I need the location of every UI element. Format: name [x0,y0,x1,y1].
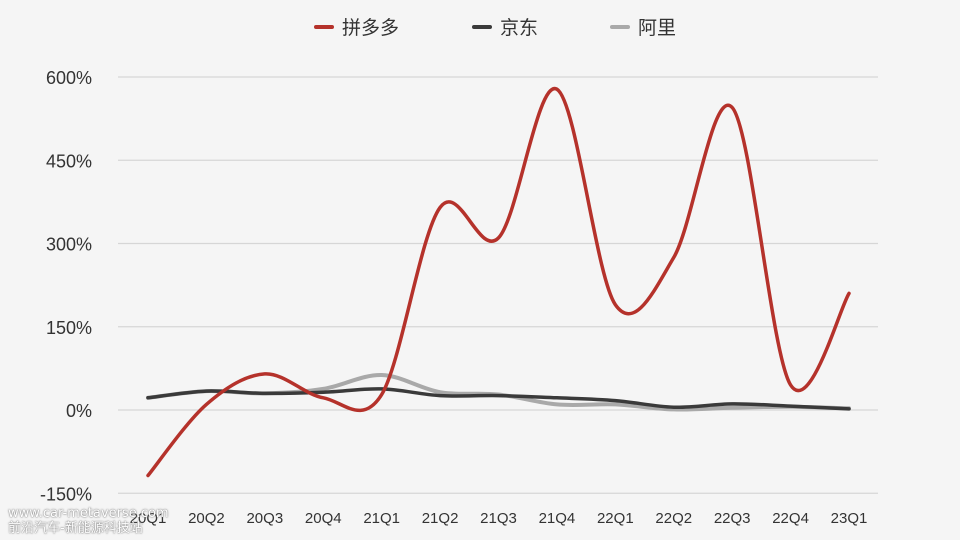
series-lines [146,87,851,478]
watermark: www.car-metaverse.com 前沿汽车-新能源科技站 [8,506,169,536]
y-tick-label: -150% [40,484,92,504]
x-tick-label: 21Q1 [363,510,400,527]
legend-label: 阿里 [638,17,676,39]
grid-lines [118,76,878,494]
x-tick-label: 23Q1 [831,510,868,527]
x-tick-label: 20Q4 [305,510,342,527]
x-tick-label: 21Q4 [539,510,576,527]
x-tick-label: 21Q3 [480,510,517,527]
y-tick-label: 450% [46,151,92,171]
series-line-pdd [146,87,851,478]
x-tick-label: 20Q2 [188,510,225,527]
legend-item-jd: 京东 [472,17,538,39]
legend-item-pdd: 拼多多 [314,17,399,39]
legend-label: 京东 [500,17,538,39]
x-tick-label: 22Q3 [714,510,751,527]
x-axis-tick-labels: 20Q1 20Q2 20Q3 20Q4 21Q1 21Q2 21Q3 21Q4 22Q1 22Q2… [130,510,868,527]
watermark-site-name: 前沿汽车-新能源科技站 [8,521,143,536]
watermark-url: www.car-metaverse.com [8,506,169,521]
legend: 拼多多 京东 阿里 [314,17,676,39]
x-tick-label: 20Q1 [130,510,167,527]
y-tick-label: 600% [46,68,92,88]
series-line-jd [146,387,851,411]
legend-label: 拼多多 [342,17,399,39]
x-tick-label: 21Q2 [422,510,459,527]
y-tick-label: 0% [66,401,92,421]
legend-item-ali: 阿里 [610,17,676,39]
x-tick-label: 22Q4 [772,510,809,527]
y-axis-tick-labels: -150% 0% 150% 300% 450% 600% [40,68,92,504]
x-tick-label: 22Q2 [655,510,692,527]
x-tick-label: 20Q3 [246,510,283,527]
y-tick-label: 300% [46,235,92,255]
y-tick-label: 150% [46,318,92,338]
x-tick-label: 22Q1 [597,510,634,527]
